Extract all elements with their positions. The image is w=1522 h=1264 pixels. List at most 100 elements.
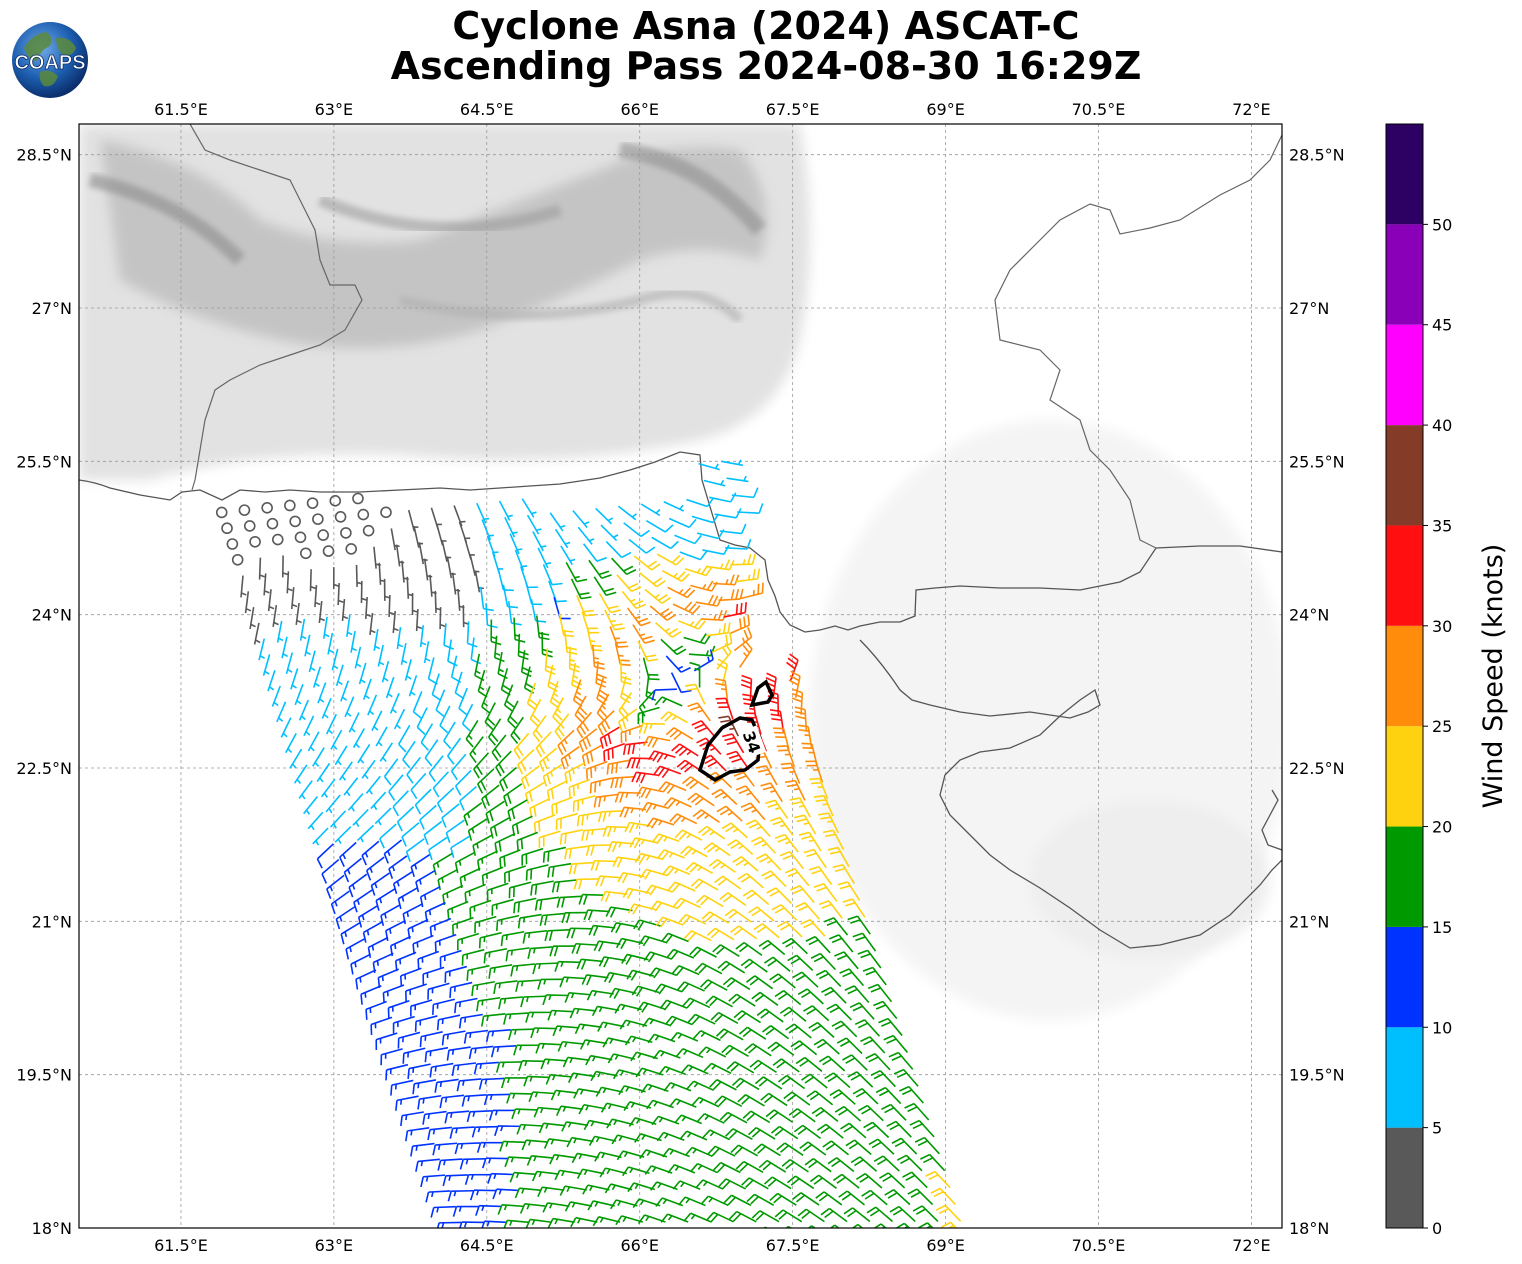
wind-barb: [295, 602, 302, 625]
barb-feather: [614, 777, 619, 789]
barb-feather: [684, 683, 696, 687]
wind-barb: [422, 966, 445, 985]
barb-half-feather: [512, 1093, 516, 1099]
colorbar-bin: [1386, 826, 1423, 927]
wind-barb: [614, 791, 641, 803]
barb-feather: [489, 828, 494, 839]
barb-feather: [706, 927, 716, 936]
barb-feather: [782, 854, 793, 860]
wind-barb: [808, 865, 833, 886]
barb-feather: [530, 1027, 535, 1039]
wind-barb: [728, 1210, 757, 1223]
wind-barb: [458, 1013, 483, 1029]
wind-barb: [813, 883, 838, 902]
wind-barb: [501, 1077, 527, 1089]
coastline-makran: [79, 451, 1282, 633]
barb-half-feather: [337, 680, 343, 686]
barb-feather: [568, 848, 572, 859]
barb-feather: [930, 1187, 941, 1194]
wind-barb: [423, 820, 443, 845]
wind-barb: [572, 795, 596, 812]
barb-half-feather: [674, 1232, 677, 1236]
barb-feather: [597, 725, 604, 736]
wind-barb: [589, 777, 613, 794]
barb-feather: [475, 1205, 480, 1216]
barb-feather: [432, 1144, 437, 1156]
barb-feather: [520, 761, 527, 772]
barb-feather: [631, 772, 637, 783]
barb-feather: [689, 1229, 696, 1237]
barb-half-feather: [607, 517, 614, 522]
barb-half-feather: [697, 1231, 700, 1235]
barb-feather: [564, 848, 568, 860]
barb-staff: [445, 819, 465, 834]
barb-half-feather: [526, 1204, 530, 1210]
barb-feather: [745, 819, 756, 826]
barb-feather: [467, 830, 473, 841]
barb-half-feather: [553, 1010, 557, 1016]
wind-barb: [417, 1094, 442, 1110]
barb-staff: [628, 538, 647, 554]
barb-feather: [674, 745, 684, 754]
barb-half-feather: [259, 654, 266, 660]
barb-feather: [753, 839, 764, 846]
calm-wind-circle: [357, 508, 370, 521]
barb-half-feather: [341, 696, 348, 701]
barb-feather: [777, 837, 788, 843]
barb-half-feather: [543, 1187, 548, 1193]
barb-feather: [663, 610, 673, 619]
barb-feather: [610, 763, 614, 774]
barb-half-feather: [314, 601, 321, 606]
barb-feather: [875, 1086, 886, 1094]
wind-barb: [364, 596, 372, 620]
barb-feather: [687, 792, 697, 801]
wind-barb: [447, 1189, 474, 1202]
barb-feather: [537, 1186, 543, 1198]
barb-feather: [607, 826, 612, 837]
barb-feather: [653, 765, 661, 776]
barb-feather: [789, 797, 800, 801]
wind-barb: [483, 947, 508, 964]
barb-feather: [828, 934, 840, 940]
barb-feather: [747, 1127, 757, 1136]
wind-barb: [749, 1059, 777, 1074]
barb-feather: [516, 840, 519, 851]
barb-feather: [533, 822, 537, 834]
barb-feather: [808, 865, 820, 871]
barb-feather: [515, 823, 520, 835]
wind-barb: [463, 802, 483, 826]
barb-half-feather: [591, 829, 594, 836]
barb-feather: [840, 1040, 850, 1047]
barb-feather: [736, 775, 747, 781]
wind-barb: [645, 884, 673, 896]
wind-barb: [912, 1205, 939, 1222]
barb-staff: [730, 563, 753, 566]
wind-barb: [758, 1159, 787, 1173]
barb-feather: [815, 799, 827, 803]
barb-staff: [423, 820, 443, 836]
barb-feather: [620, 939, 627, 950]
barb-feather: [580, 959, 587, 970]
barb-feather: [865, 1053, 876, 1060]
barb-feather: [714, 791, 725, 799]
barb-half-feather: [766, 859, 773, 864]
barb-feather: [615, 938, 623, 949]
barb-feather: [525, 1012, 530, 1023]
barb-feather: [779, 1006, 790, 1014]
barb-feather: [698, 964, 707, 974]
barb-feather: [700, 897, 709, 906]
barb-half-feather: [464, 1017, 467, 1023]
wind-barb: [590, 1070, 618, 1082]
barb-half-feather: [439, 1081, 443, 1088]
barb-half-feather: [515, 965, 519, 972]
barb-feather: [917, 1140, 928, 1147]
barb-feather: [566, 651, 578, 655]
wind-barb: [454, 851, 476, 874]
barb-half-feather: [662, 1199, 668, 1205]
wind-barb: [595, 1086, 624, 1097]
barb-half-feather: [688, 1066, 694, 1072]
wind-barb: [598, 592, 621, 614]
barb-half-feather: [602, 1087, 607, 1094]
barb-feather: [774, 1128, 784, 1137]
barb-half-feather: [593, 991, 598, 997]
